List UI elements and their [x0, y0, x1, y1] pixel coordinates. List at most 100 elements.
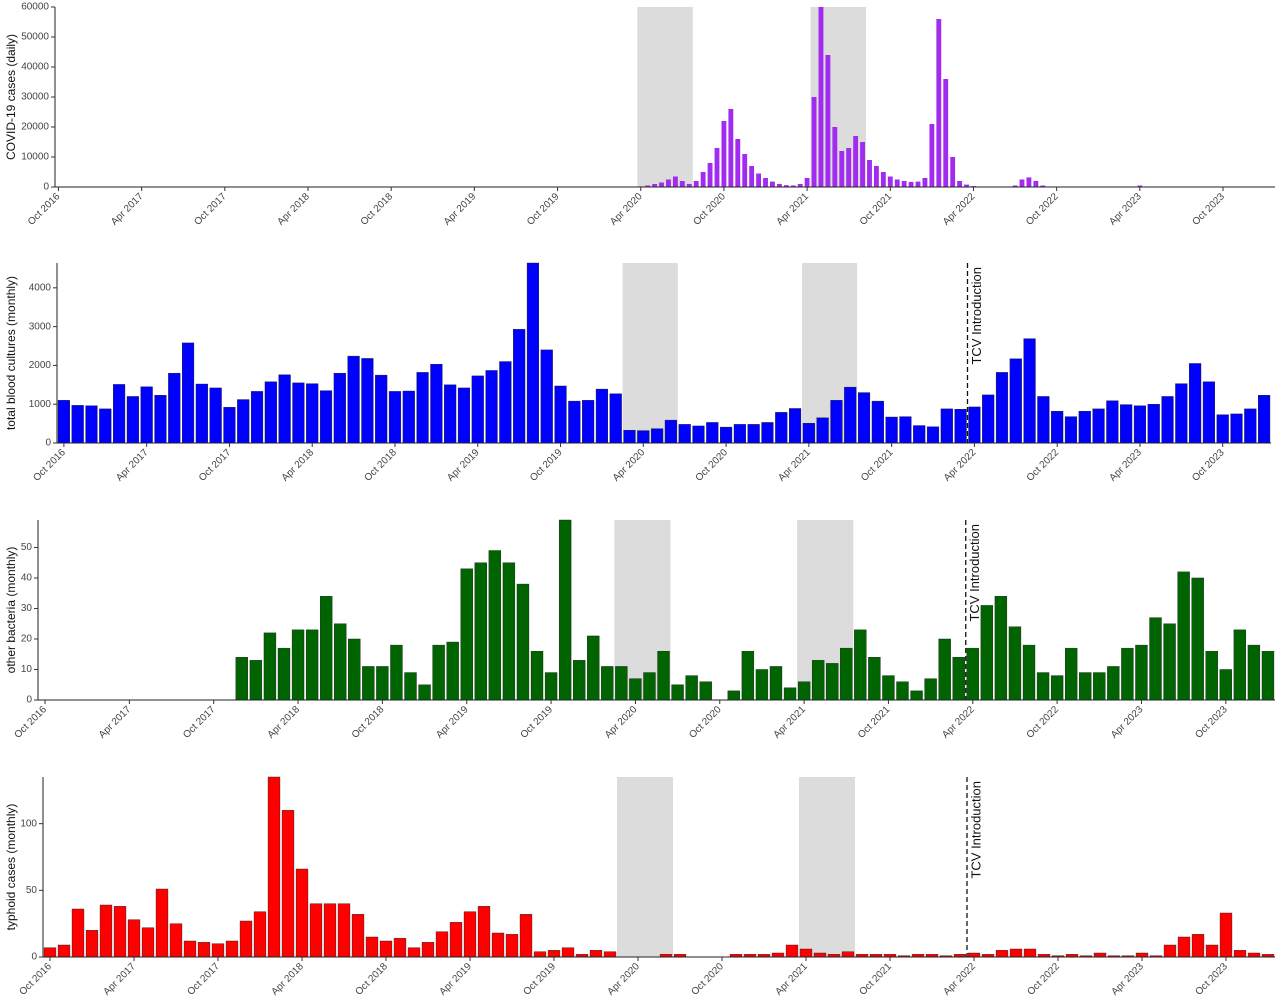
bar [348, 638, 361, 701]
bar [1219, 669, 1232, 701]
bar [771, 952, 785, 958]
bar [924, 678, 937, 701]
x-tick-label: Apr 2018 [280, 447, 317, 484]
bar [846, 148, 852, 187]
bar [540, 349, 553, 444]
bar [530, 650, 544, 701]
y-tick-label: 4000 [29, 282, 52, 293]
bar [967, 952, 981, 958]
bar [249, 660, 263, 701]
y-tick-label: 30000 [21, 92, 49, 103]
bar [1244, 408, 1257, 444]
bar [505, 934, 519, 958]
bar [319, 596, 333, 701]
bar [1133, 405, 1147, 444]
bar [253, 911, 267, 958]
bar [756, 173, 762, 187]
bar [623, 429, 636, 444]
bar [853, 136, 859, 187]
bar [871, 400, 884, 444]
bar [728, 109, 734, 187]
bar [1233, 629, 1247, 701]
bar [982, 394, 995, 444]
bar [940, 408, 953, 444]
bar [797, 681, 811, 701]
bar [499, 361, 512, 444]
bar [526, 262, 540, 444]
bar [85, 405, 98, 444]
bar [181, 342, 195, 444]
bar [659, 182, 664, 187]
bar [449, 922, 463, 958]
y-axis-title: total blood cultures (monthly) [4, 276, 18, 430]
x-tick-label: Apr 2018 [266, 704, 303, 741]
bar [1064, 416, 1078, 444]
y-tick-label: 10000 [21, 152, 49, 163]
bar [913, 425, 926, 444]
bar [278, 374, 291, 444]
bar [885, 416, 898, 444]
y-tick-label: 100 [20, 818, 37, 829]
bar [435, 931, 449, 958]
bar [825, 55, 831, 187]
y-tick-label: 0 [45, 438, 51, 449]
x-tick-label: Oct 2021 [856, 704, 893, 741]
bar [589, 950, 603, 958]
bar [693, 181, 699, 187]
bar [747, 424, 760, 444]
shaded-period [799, 777, 855, 957]
bar [375, 374, 388, 444]
bar [1093, 672, 1106, 701]
bar [1189, 363, 1202, 444]
bar [334, 623, 347, 701]
bar [910, 690, 923, 701]
x-tick-label: Oct 2022 [1026, 961, 1063, 998]
bar [867, 160, 872, 187]
bar [804, 178, 810, 187]
bar [351, 914, 365, 958]
bar [995, 372, 1009, 444]
x-tick-label: Apr 2017 [109, 191, 146, 228]
bar [763, 178, 768, 187]
bar [922, 178, 928, 187]
x-tick-label: Apr 2021 [772, 704, 809, 741]
bar [797, 184, 803, 187]
bar [432, 644, 445, 701]
bar [692, 425, 705, 444]
bar [444, 384, 457, 444]
bar [1051, 410, 1064, 444]
bar [954, 409, 967, 444]
bar [533, 951, 547, 958]
x-tick-label: Oct 2016 [13, 704, 50, 741]
bar [1247, 644, 1261, 701]
bar [291, 629, 305, 701]
bar [994, 596, 1008, 701]
x-tick-label: Oct 2017 [186, 961, 223, 998]
y-tick-label: 0 [31, 952, 37, 963]
bar [416, 372, 429, 444]
bar [839, 151, 845, 187]
bar [926, 426, 940, 444]
bar [603, 951, 617, 958]
bar [197, 942, 211, 958]
bar [1078, 410, 1091, 444]
bar [587, 635, 600, 701]
bar [770, 181, 775, 187]
x-tick-label: Oct 2016 [31, 447, 68, 484]
bar [1149, 617, 1162, 701]
bar [140, 386, 153, 444]
bar [652, 184, 658, 187]
bar [460, 568, 473, 701]
bar [1092, 408, 1105, 444]
bar [402, 390, 415, 444]
bar [1205, 944, 1219, 958]
bar [887, 176, 893, 187]
bar [407, 947, 421, 958]
x-tick-label: Apr 2020 [606, 961, 643, 998]
y-axis-title: other bacteria (monthly) [4, 547, 18, 674]
bar [629, 678, 642, 701]
x-tick-label: Oct 2020 [694, 447, 731, 484]
bar [950, 157, 956, 187]
x-tick-label: Oct 2021 [858, 961, 895, 998]
bar [929, 124, 935, 187]
